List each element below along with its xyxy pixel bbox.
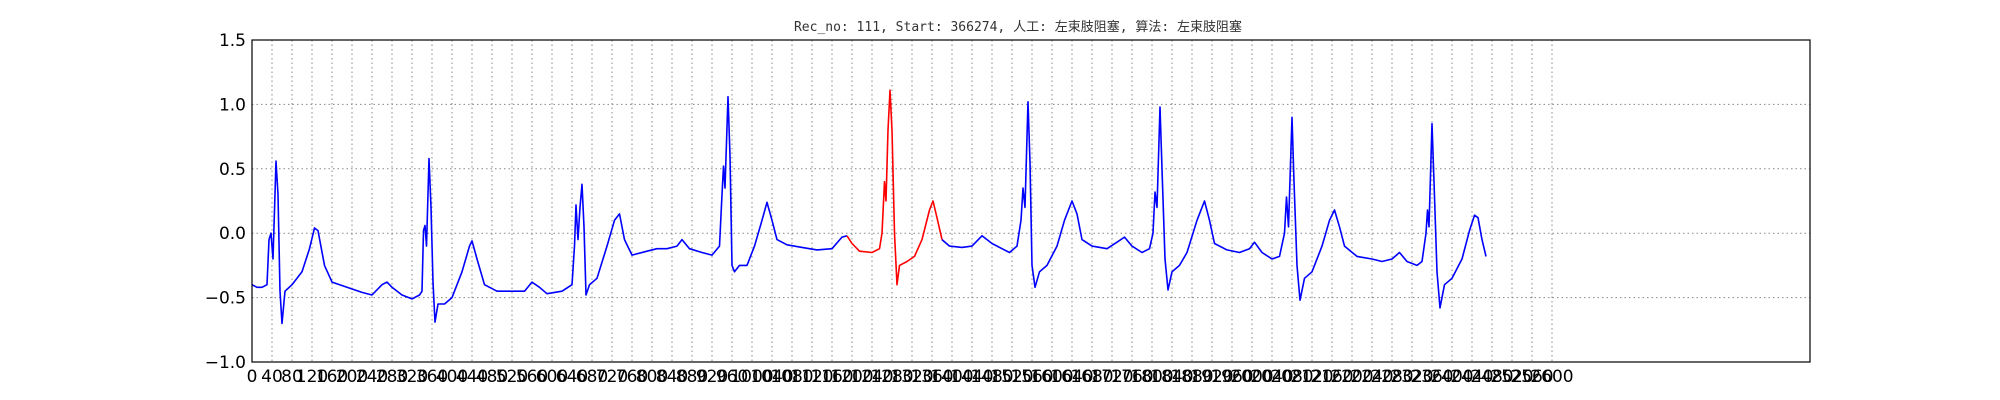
x-tick-label: 1600 (1030, 367, 1073, 387)
x-tick-label: 1040 (750, 367, 793, 387)
x-tick-label: 1480 (970, 367, 1013, 387)
x-tick-label: 600 (536, 367, 568, 387)
x-tick-label: 280 (376, 367, 408, 387)
x-tick-label: 1720 (1090, 367, 1133, 387)
x-tick-label: 1320 (890, 367, 933, 387)
x-tick-label: 2400 (1430, 367, 1473, 387)
x-tick-label: 1800 (1130, 367, 1173, 387)
y-tick-label: −1.0 (205, 353, 246, 373)
x-tick-label: 2080 (1270, 367, 1313, 387)
y-tick-label: 1.0 (219, 95, 246, 115)
x-tick-label: 1000 (730, 367, 773, 387)
x-tick-label: 1360 (910, 367, 953, 387)
x-tick-label: 760 (616, 367, 648, 387)
x-tick-label: 2600 (1530, 367, 1573, 387)
x-tick-label: 2560 (1510, 367, 1553, 387)
ecg-line-red-highlight (846, 89, 943, 286)
x-tick-label: 1080 (770, 367, 813, 387)
x-tick-label: 2480 (1470, 367, 1513, 387)
x-tick-label: 1440 (950, 367, 993, 387)
x-tick-label: 560 (516, 367, 548, 387)
x-tick-label: 1240 (850, 367, 893, 387)
ecg-line-blue-2 (941, 101, 1487, 309)
x-tick-label: 800 (636, 367, 668, 387)
x-tick-label: 2040 (1250, 367, 1293, 387)
x-tick-label: 200 (336, 367, 368, 387)
x-tick-label: 1680 (1070, 367, 1113, 387)
x-tick-label: 640 (556, 367, 588, 387)
x-tick-label: 720 (596, 367, 628, 387)
x-tick-label: 360 (416, 367, 448, 387)
x-tick-label: 2240 (1350, 367, 1393, 387)
x-tick-label: 1280 (870, 367, 913, 387)
x-tick-label: 1520 (990, 367, 1033, 387)
axis-ticks: 1.5 1.0 0.5 0.0 −0.5 −1.00 4080120160200240280… (205, 31, 1574, 387)
x-tick-label: 1560 (1010, 367, 1053, 387)
x-tick-label: 440 (456, 367, 488, 387)
x-tick-label: 1880 (1170, 367, 1213, 387)
chart-title: Rec_no: 111, Start: 366274, 人工: 左束肢阻塞, 算… (794, 19, 1242, 35)
x-tick-label: 480 (476, 367, 508, 387)
x-tick-label: 2320 (1390, 367, 1433, 387)
x-tick-label: 1120 (790, 367, 833, 387)
x-tick-label: 920 (696, 367, 728, 387)
x-tick-label: 960 (716, 367, 748, 387)
x-tick-label: 0 (247, 367, 258, 387)
x-tick-label: 40 (261, 367, 283, 387)
x-tick-label: 240 (356, 367, 388, 387)
x-tick-label: 1200 (830, 367, 873, 387)
x-tick-label: 1640 (1050, 367, 1093, 387)
x-tick-label: 2160 (1310, 367, 1353, 387)
x-tick-label: 1960 (1210, 367, 1253, 387)
plot-frame (251, 39, 1811, 363)
y-tick-label: 1.5 (219, 31, 246, 51)
x-tick-label: 80 (281, 367, 303, 387)
ecg-line-blue-1 (251, 95, 848, 325)
x-tick-label: 2000 (1230, 367, 1273, 387)
x-tick-label: 2200 (1330, 367, 1373, 387)
x-tick-label: 840 (656, 367, 688, 387)
x-tick-label: 2120 (1290, 367, 1333, 387)
x-tick-label: 2280 (1370, 367, 1413, 387)
y-tick-label: 0.5 (219, 160, 246, 180)
x-tick-label: 2520 (1490, 367, 1533, 387)
x-tick-label: 520 (496, 367, 528, 387)
x-tick-label: 1400 (930, 367, 973, 387)
x-tick-label: 1920 (1190, 367, 1233, 387)
y-tick-label: 0.0 (219, 224, 246, 244)
x-tick-label: 2440 (1450, 367, 1493, 387)
plot-lines (251, 89, 1487, 325)
x-tick-label: 1760 (1110, 367, 1153, 387)
x-tick-label: 120 (296, 367, 328, 387)
x-tick-label: 1840 (1150, 367, 1193, 387)
x-tick-label: 2360 (1410, 367, 1453, 387)
x-tick-label: 400 (436, 367, 468, 387)
x-tick-label: 160 (316, 367, 348, 387)
x-tick-label: 320 (396, 367, 428, 387)
x-tick-label: 680 (576, 367, 608, 387)
x-tick-label: 1160 (810, 367, 853, 387)
x-tick-label: 880 (676, 367, 708, 387)
y-tick-label: −0.5 (205, 289, 246, 309)
